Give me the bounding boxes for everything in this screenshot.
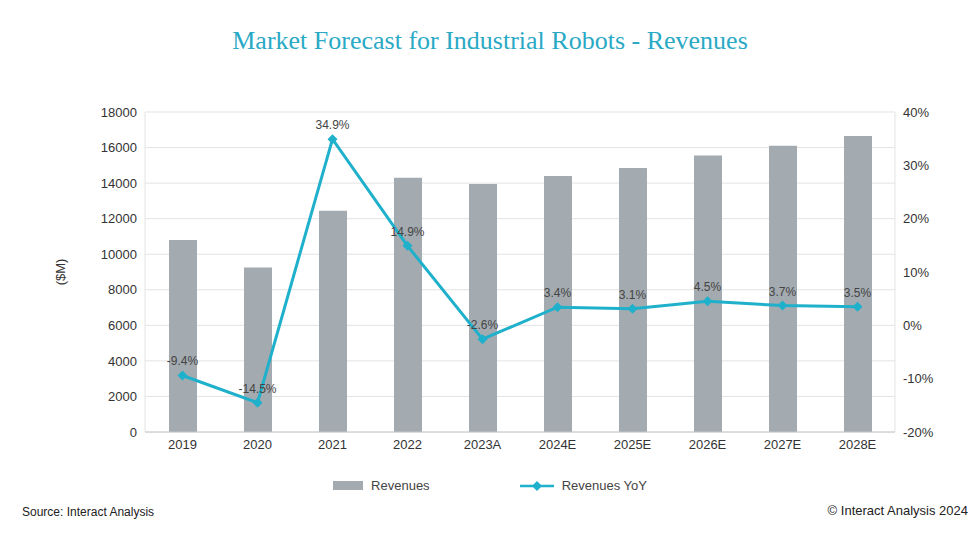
svg-text:12000: 12000 [101,211,137,226]
svg-text:3.4%: 3.4% [544,286,572,300]
svg-text:2025E: 2025E [614,437,652,452]
svg-text:18000: 18000 [101,105,137,120]
svg-text:($M): ($M) [53,259,68,286]
svg-text:2021: 2021 [318,437,347,452]
svg-text:30%: 30% [903,158,929,173]
html-text:Source: Interact Analysis: Source: Interact Analysis [22,505,155,519]
svg-text:0%: 0% [903,318,922,333]
svg-text:3.5%: 3.5% [844,286,872,300]
svg-text:14.9%: 14.9% [390,225,424,239]
svg-text:14000: 14000 [101,176,137,191]
svg-text:-20%: -20% [903,425,934,440]
svg-text:-9.4%: -9.4% [167,354,199,368]
svg-text:2020: 2020 [243,437,272,452]
svg-text:-14.5%: -14.5% [238,382,276,396]
svg-text:2027E: 2027E [764,437,802,452]
svg-text:2023A: 2023A [464,437,502,452]
svg-text:2024E: 2024E [539,437,577,452]
svg-text:8000: 8000 [108,282,137,297]
svg-text:2022: 2022 [393,437,422,452]
svg-text:-2.6%: -2.6% [467,318,499,332]
svg-text:2019: 2019 [168,437,197,452]
html-text:Revenues YoY: Revenues YoY [561,478,647,493]
svg-text:0: 0 [130,425,137,440]
svg-text:10%: 10% [903,265,929,280]
svg-text:4.5%: 4.5% [694,280,722,294]
svg-text:2000: 2000 [108,389,137,404]
html-text:Revenues: Revenues [371,478,430,493]
svg-text:3.1%: 3.1% [619,288,647,302]
svg-text:10000: 10000 [101,247,137,262]
svg-text:34.9%: 34.9% [315,118,349,132]
svg-text:40%: 40% [903,105,929,120]
svg-text:4000: 4000 [108,354,137,369]
svg-text:6000: 6000 [108,318,137,333]
svg-text:16000: 16000 [101,140,137,155]
svg-text:2028E: 2028E [839,437,877,452]
html-text:Market Forecast for Industrial: Market Forecast for Industrial Robots - … [232,26,748,55]
svg-text:2026E: 2026E [689,437,727,452]
svg-text:-10%: -10% [903,371,934,386]
svg-text:20%: 20% [903,211,929,226]
html-text:© Interact Analysis 2024: © Interact Analysis 2024 [827,503,968,518]
svg-text:3.7%: 3.7% [769,285,797,299]
